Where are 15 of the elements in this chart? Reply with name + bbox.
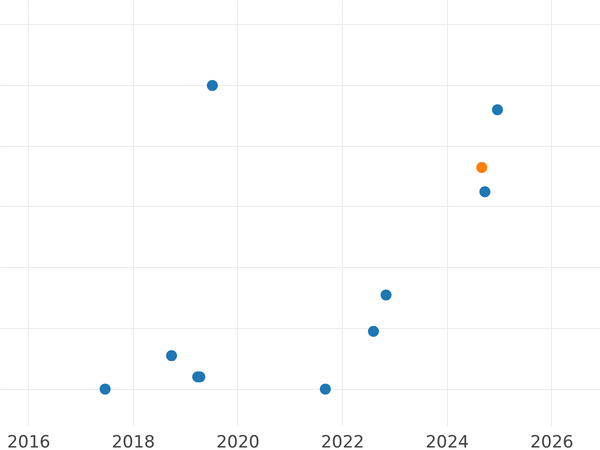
x-tick-label: 2020 — [216, 432, 260, 450]
point — [476, 162, 488, 173]
point — [479, 186, 490, 198]
point — [492, 104, 503, 116]
point — [166, 350, 178, 362]
x-tick-label: 2018 — [112, 432, 155, 450]
x-tick-label: 2016 — [7, 432, 50, 450]
point — [206, 80, 218, 91]
x-tick-label: 2026 — [530, 432, 574, 450]
point — [100, 384, 111, 395]
point — [320, 384, 331, 395]
x-tick-label: 2022 — [320, 432, 364, 450]
point — [380, 289, 392, 300]
point — [368, 326, 379, 337]
x-tick-label: 2024 — [426, 432, 469, 450]
